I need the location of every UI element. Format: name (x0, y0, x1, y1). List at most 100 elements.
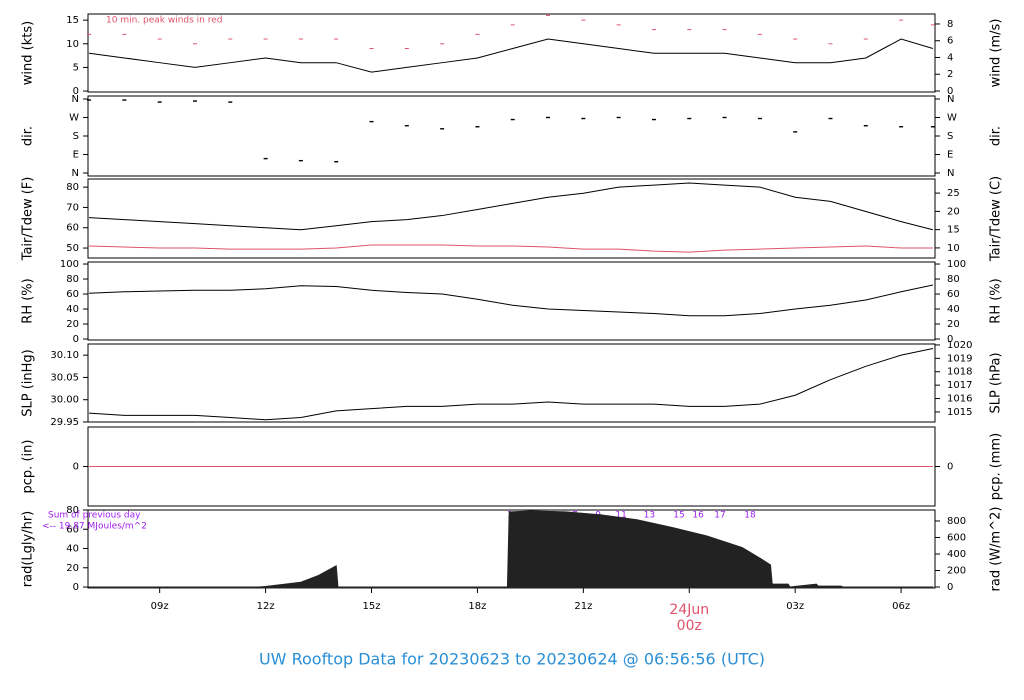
y2-tick-label: 4 (947, 52, 953, 63)
dir-dot (157, 101, 162, 103)
y2-tick-label: S (947, 131, 953, 142)
hour-mark: 15 (673, 511, 684, 521)
y-tick-label: 70 (66, 202, 79, 213)
dir-dot (334, 160, 339, 163)
dir-dot (263, 157, 268, 160)
note: Sum of previous day (48, 511, 141, 521)
y-tick-label: S (73, 131, 79, 142)
y2-tick-label: 6 (947, 36, 953, 47)
x-tick-label: 03z (786, 601, 804, 612)
y-tick-label: 10 (66, 39, 79, 50)
y2-tick-label: W (947, 113, 957, 124)
y2-tick-label: 800 (947, 516, 966, 527)
area (88, 510, 934, 589)
y-axis-label: pcp. (in) (21, 440, 36, 494)
y2-tick-label: 10 (947, 243, 960, 254)
line (89, 347, 933, 421)
y2-tick-label: 0 (947, 86, 953, 97)
dir-dot (863, 125, 868, 127)
x-tick-label: 09z (151, 601, 169, 612)
dir-dot (546, 116, 551, 119)
y2-tick-label: E (947, 149, 953, 160)
y-axis-label: dir. (21, 126, 36, 146)
y2-tick-label: 80 (947, 274, 960, 285)
panel-frame (87, 261, 936, 341)
dir-dot (440, 128, 445, 130)
y2-tick-label: 1020 (947, 340, 972, 351)
line (89, 284, 933, 317)
y2-tick-label: 20 (947, 319, 960, 330)
y-tick-label: 80 (66, 505, 79, 516)
y-tick-label: 0 (73, 462, 79, 473)
y2-tick-label: 1016 (947, 394, 972, 405)
y2-tick-label: 0 (947, 334, 953, 345)
y2-tick-label: 2 (947, 69, 953, 80)
dir-dot (793, 131, 798, 133)
y2-tick-label: 0 (947, 462, 953, 473)
y-tick-label: 60 (66, 223, 79, 234)
dir-dot (475, 126, 480, 128)
y-tick-label: 30.05 (50, 372, 79, 383)
x-tick-label: 06z (892, 601, 910, 612)
y2-tick-label: 100 (947, 259, 966, 270)
dir-dot (930, 126, 935, 128)
y2-tick-label: 0 (947, 582, 953, 593)
dir-dot (404, 125, 409, 127)
y-tick-label: 50 (66, 243, 79, 254)
dir-dot (722, 116, 727, 119)
footer-title: UW Rooftop Data for 20230623 to 20230624… (259, 650, 765, 669)
y-tick-label: 60 (66, 289, 79, 300)
y2-tick-label: 25 (947, 188, 960, 199)
dir-dot (192, 100, 197, 102)
x-tick-label: 15z (363, 601, 381, 612)
y2-tick-label: N (947, 94, 954, 105)
y-axis-label: SLP (inHg) (21, 349, 36, 417)
hour-mark: 18 (744, 511, 756, 521)
y-axis-label: wind (kts) (21, 21, 36, 85)
y2-tick-label: 600 (947, 532, 966, 543)
y2-tick-label: 8 (947, 19, 953, 30)
y-tick-label: 0 (73, 582, 79, 593)
dir-dot (687, 117, 692, 120)
note: <-- 19.87 MJoules/m^2 (42, 522, 147, 532)
panel-frame (87, 343, 936, 423)
dir-dot (510, 118, 515, 121)
y2-axis-label: RH (%) (989, 278, 1004, 323)
y-tick-label: 80 (66, 274, 79, 285)
dir-dot (757, 117, 762, 120)
y2-axis-label: rad (W/m^2) (989, 507, 1004, 592)
y2-tick-label: 1018 (947, 367, 972, 378)
y2-tick-label: 1019 (947, 353, 972, 364)
y-tick-label: 0 (73, 334, 79, 345)
x-tick-label: 18z (468, 601, 486, 612)
y-axis-label: Tair/Tdew (F) (21, 177, 36, 262)
line (89, 244, 933, 253)
y2-tick-label: 1015 (947, 407, 972, 418)
y2-tick-label: 60 (947, 289, 960, 300)
y2-axis-label: Tair/Tdew (C) (989, 176, 1004, 262)
hour-mark: 13 (644, 511, 655, 521)
y-tick-label: W (69, 113, 79, 124)
y-tick-label: 30.10 (50, 350, 79, 361)
y-tick-label: 60 (66, 524, 79, 535)
y-tick-label: 80 (66, 182, 79, 193)
dir-dot (899, 126, 904, 128)
y-axis-label: RH (%) (21, 278, 36, 323)
y2-tick-label: 200 (947, 566, 966, 577)
dir-dot (581, 117, 586, 120)
y-tick-label: 29.95 (50, 417, 79, 428)
dir-dot (228, 101, 233, 103)
y-tick-label: 0 (73, 86, 79, 97)
note: 10 min. peak winds in red (106, 16, 223, 26)
y2-axis-label: pcp. (mm) (989, 433, 1004, 500)
y-tick-label: N (72, 168, 79, 179)
y-tick-label: 30.00 (50, 395, 79, 406)
y2-tick-label: N (947, 168, 954, 179)
y2-tick-label: 40 (947, 304, 960, 315)
hour-mark: 11 (615, 511, 626, 521)
dir-dot (651, 118, 656, 121)
line (88, 38, 934, 73)
y-tick-label: E (73, 149, 79, 160)
x-tick-label: 12z (257, 601, 275, 612)
